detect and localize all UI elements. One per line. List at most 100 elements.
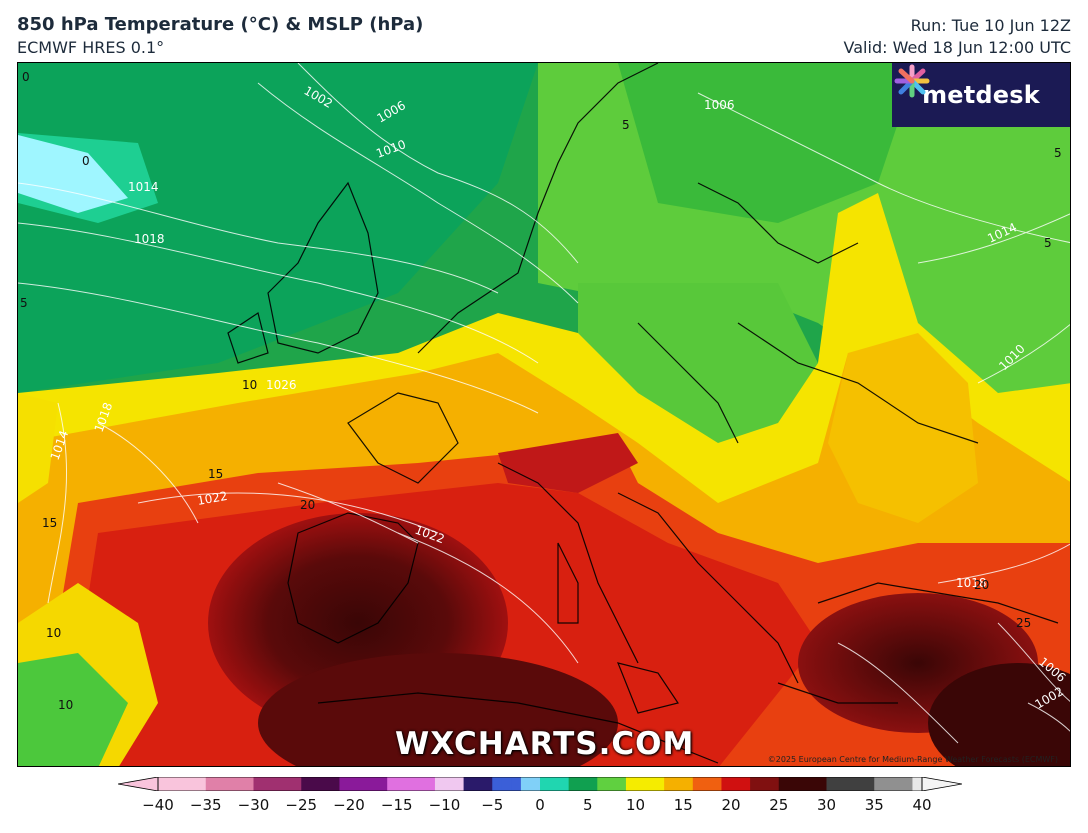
colorbar-tick: −5 xyxy=(481,796,504,814)
metdesk-logo-text: metdesk xyxy=(922,81,1040,109)
temp-label: 5 xyxy=(622,118,630,132)
colorbar-segment xyxy=(683,777,694,791)
colorbar-segment xyxy=(807,777,818,791)
isobar-label: 1006 xyxy=(704,98,735,112)
atlantic-green-tongue xyxy=(18,653,128,766)
colorbar-segment xyxy=(196,777,207,791)
temp-label: 20 xyxy=(974,578,989,592)
colorbar-segment xyxy=(358,777,369,791)
copyright-notice: ©2025 European Centre for Medium-Range W… xyxy=(767,755,1058,764)
colorbar-segment xyxy=(501,777,512,791)
isobar-label: 1022 xyxy=(196,489,229,508)
colorbar-segment xyxy=(769,777,780,791)
colorbar-segment xyxy=(597,777,608,791)
colorbar-segment xyxy=(778,777,789,791)
colorbar-right-arrow xyxy=(921,776,963,792)
colorbar-tick: 25 xyxy=(769,796,789,814)
colorbar-tick: 15 xyxy=(673,796,693,814)
colorbar-segment xyxy=(339,777,350,791)
temperature-colorbar xyxy=(117,776,963,792)
middle-east-heat xyxy=(928,663,1070,766)
isobars xyxy=(18,63,1070,744)
colorbar-segment xyxy=(664,777,675,791)
colorbar-tick: 40 xyxy=(912,796,932,814)
model-subtitle: ECMWF HRES 0.1° xyxy=(17,38,165,57)
cold-pocket xyxy=(18,135,128,213)
colorbar-segment xyxy=(855,777,866,791)
colorbar-segment xyxy=(721,777,732,791)
colorbar-segment xyxy=(396,777,407,791)
colorbar-segment xyxy=(205,777,216,791)
colorbar-segment xyxy=(902,777,913,791)
colorbar-segment xyxy=(711,777,722,791)
wxcharts-watermark: WXCHARTS.COM xyxy=(395,726,695,762)
colorbar-segment xyxy=(702,777,713,791)
colorbar-segment xyxy=(606,777,617,791)
temp-label: 5 xyxy=(20,296,28,310)
colorbar-segment xyxy=(673,777,684,791)
temperature-field: 1002 1006 1010 1014 1018 1026 1014 1018 … xyxy=(18,63,1070,766)
colorbar-segment xyxy=(158,777,169,791)
colorbar-segment xyxy=(540,777,551,791)
colorbar-segment xyxy=(692,777,703,791)
weather-map[interactable]: 1002 1006 1010 1014 1018 1026 1014 1018 … xyxy=(17,62,1071,767)
colorbar-segment xyxy=(320,777,331,791)
isobar-label: 1018 xyxy=(134,232,165,246)
colorbar-tick: 35 xyxy=(864,796,884,814)
colorbar-segment xyxy=(616,777,627,791)
colorbar-segment xyxy=(511,777,522,791)
colorbar-segment xyxy=(234,777,245,791)
colorbar-segment xyxy=(301,777,312,791)
colorbar-segment xyxy=(492,777,503,791)
colorbar-segment xyxy=(415,777,426,791)
scandinavia-green xyxy=(618,63,918,223)
isobar-label: 1014 xyxy=(128,180,159,194)
colorbar-segment xyxy=(272,777,283,791)
colorbar-segment xyxy=(559,777,570,791)
colorbar-tick: −35 xyxy=(189,796,222,814)
colorbar-segment xyxy=(731,777,742,791)
colorbar-tick: 0 xyxy=(535,796,545,814)
metdesk-logo[interactable]: metdesk xyxy=(892,63,1070,127)
temp-label: 10 xyxy=(242,378,257,392)
colorbar-segment xyxy=(883,777,894,791)
colorbar-tick: 10 xyxy=(625,796,646,814)
colorbar-segment xyxy=(387,777,398,791)
temperature-labels: 0 0 5 5 5 10 10 10 15 15 20 20 25 5 xyxy=(20,70,1062,712)
temp-label: 5 xyxy=(1054,146,1062,160)
colorbar-segment xyxy=(434,777,445,791)
colorbar-segment xyxy=(645,777,656,791)
colorbar-segment xyxy=(740,777,751,791)
colorbar-tick: 30 xyxy=(816,796,837,814)
colorbar-segment xyxy=(377,777,388,791)
colorbar-segment xyxy=(845,777,856,791)
colorbar-tick: −20 xyxy=(333,796,365,814)
colorbar-segment xyxy=(454,777,465,791)
north-africa-heat xyxy=(258,653,618,766)
temp-label: 10 xyxy=(46,626,61,640)
colorbar-segment xyxy=(349,777,360,791)
colorbar-segment xyxy=(425,777,436,791)
colorbar-segment xyxy=(310,777,321,791)
temp-label: 5 xyxy=(1044,236,1052,250)
temp-label: 10 xyxy=(58,698,73,712)
colorbar-segment xyxy=(578,777,589,791)
colorbar-segment xyxy=(224,777,235,791)
colorbar-tick: −40 xyxy=(142,796,174,814)
alps-red xyxy=(498,433,638,493)
colorbar-segment xyxy=(759,777,770,791)
temp-label: 20 xyxy=(300,498,315,512)
colorbar-segment xyxy=(587,777,598,791)
temp-label: 15 xyxy=(208,467,223,481)
colorbar-segment xyxy=(568,777,579,791)
colorbar-tick-labels: −40 −35 −30 −25 −20 −15 −10 −5 0 5 10 15 20 25 30 35 40 xyxy=(0,796,1088,816)
colorbar-tick: 5 xyxy=(582,796,593,814)
colorbar-segment xyxy=(520,777,531,791)
colorbar-segment xyxy=(654,777,665,791)
atlantic-green xyxy=(18,63,538,393)
colorbar-segment xyxy=(186,777,197,791)
colorbar-segment xyxy=(750,777,761,791)
colorbar-segment xyxy=(625,777,636,791)
colorbar-segment xyxy=(243,777,254,791)
colorbar-segment xyxy=(167,777,178,791)
